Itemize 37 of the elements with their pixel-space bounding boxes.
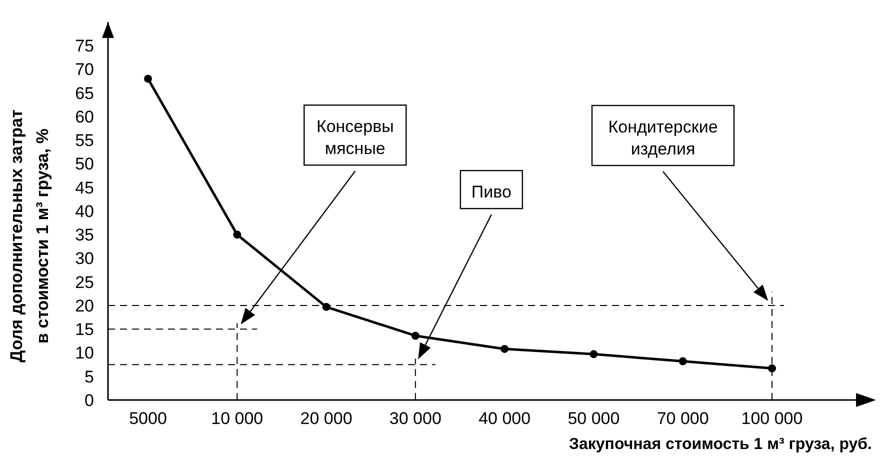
- x-tick-label: 20 000: [300, 409, 352, 428]
- y-tick-label: 60: [75, 107, 94, 126]
- y-tick-label: 20: [75, 296, 94, 316]
- y-axis-title: Доля дополнительных затрат в стоимости 1 м³ груза, %: [7, 110, 52, 362]
- y-tick-label: 40: [75, 202, 94, 221]
- y-tick-label: 35: [75, 226, 94, 245]
- y-tick-label: 25: [75, 272, 94, 292]
- y-tick-label: 55: [75, 131, 94, 150]
- point: [500, 344, 509, 353]
- x-tick-label: 40 000: [478, 409, 531, 428]
- y-tick-label: 65: [75, 84, 94, 103]
- point: [411, 332, 420, 340]
- y-tick-label: 75: [75, 36, 94, 56]
- annotation: Кондитерские изделия: [608, 118, 718, 158]
- x-tick-label: 30 000: [389, 409, 442, 428]
- x-tick-label: 10 000: [211, 409, 264, 428]
- y-tick-label: 45: [75, 178, 94, 198]
- y-tick-label: 30: [75, 249, 94, 268]
- annotation: Консервы мясные: [316, 117, 394, 158]
- y-tick-label: 15: [75, 320, 94, 340]
- y-tick-label: 0: [84, 390, 94, 410]
- annotation: Пиво: [471, 182, 512, 202]
- point: [322, 302, 330, 311]
- point: [233, 230, 242, 239]
- y-tick-label: 10: [75, 344, 94, 363]
- y-tick-label: 5: [84, 367, 94, 386]
- point: [678, 357, 687, 366]
- point: [144, 74, 152, 83]
- x-axis-title: Закупочная стоимость 1 м³ груза, руб.: [568, 436, 872, 453]
- y-tick-label: 70: [75, 60, 94, 80]
- point: [768, 364, 776, 372]
- x-tick-label: 5000: [129, 409, 167, 428]
- x-tick-label: 70 000: [656, 409, 709, 428]
- point: [590, 350, 598, 358]
- y-tick-label: 50: [75, 154, 94, 174]
- x-tick-label: 100 000: [741, 409, 803, 428]
- x-tick-label: 50 000: [568, 409, 620, 428]
